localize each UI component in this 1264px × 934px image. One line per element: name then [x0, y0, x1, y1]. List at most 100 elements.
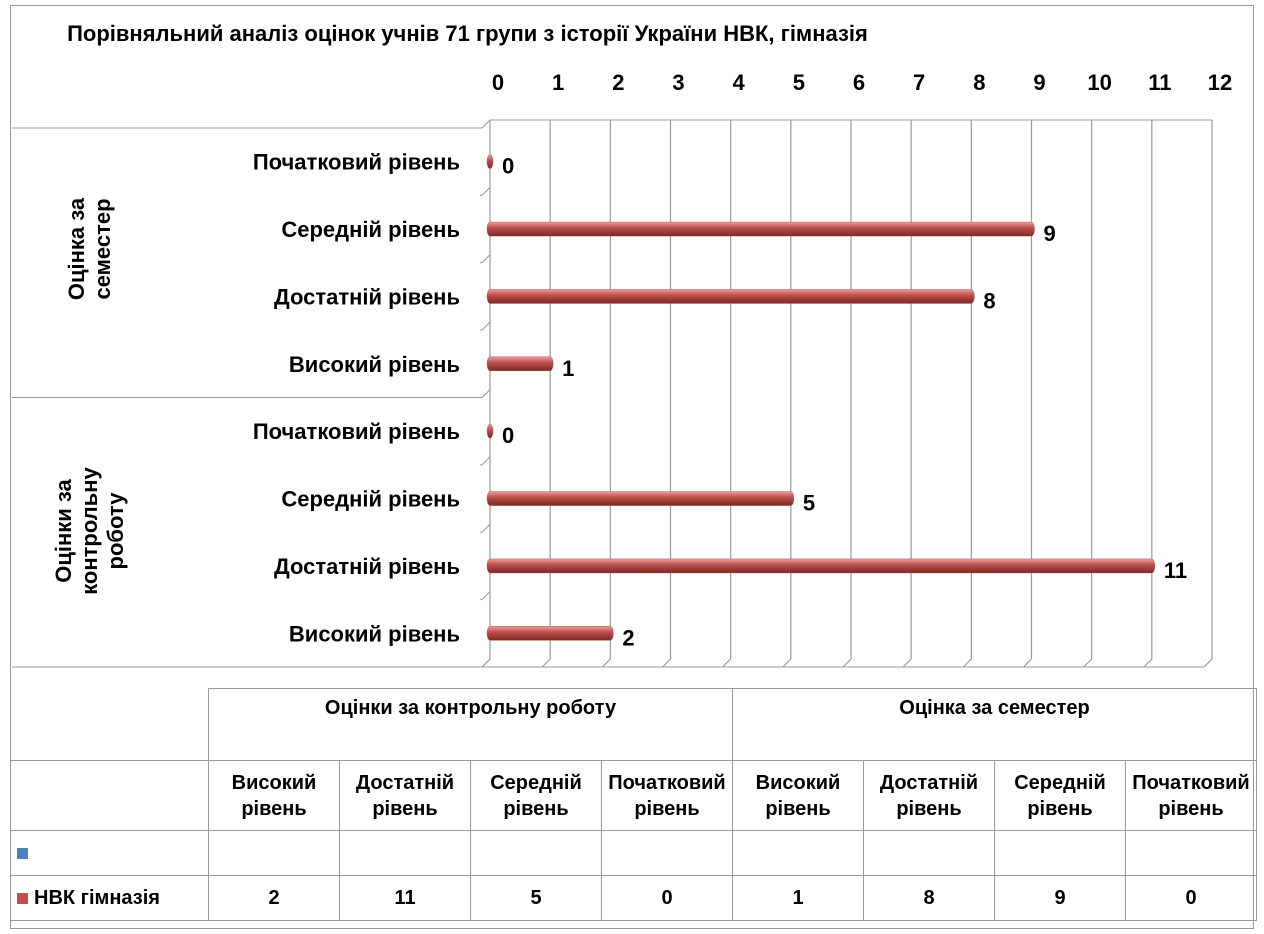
x-tick-label: 11: [1148, 70, 1171, 95]
data-label: 11: [1164, 558, 1187, 583]
table-value: 1: [732, 875, 864, 921]
table-value: 5: [470, 875, 602, 921]
table-value: [994, 830, 1126, 876]
category-header: Середній рівень: [994, 760, 1126, 831]
y-tick-label: Достатній рівень: [274, 554, 460, 579]
data-label: 0: [502, 423, 514, 448]
data-label: 0: [502, 154, 514, 179]
tick-mark: [541, 658, 551, 668]
x-tick-label: 6: [853, 70, 865, 95]
bar: [486, 289, 975, 304]
bar: [486, 423, 494, 439]
data-table: Оцінки за контрольну роботу Оцінка за сем…: [10, 688, 1257, 921]
category-header: Високий рівень: [732, 760, 864, 831]
x-tick-label: 10: [1087, 70, 1111, 95]
tick-mark: [1143, 658, 1153, 668]
category-divider: [481, 456, 491, 466]
category-header: Середній рівень: [470, 760, 602, 831]
bar: [486, 154, 494, 169]
table-value: [863, 830, 995, 876]
table-value: 8: [863, 875, 995, 921]
table-value: [601, 830, 733, 876]
tick-mark: [1023, 658, 1032, 668]
legend-cell: [10, 830, 209, 876]
group-header: Оцінки за контрольну роботу: [208, 688, 733, 761]
legend-cell: НВК гімназія: [10, 875, 209, 921]
x-tick-label: 9: [1033, 70, 1045, 95]
x-tick-label: 5: [793, 70, 805, 95]
bar: [486, 558, 1156, 574]
tick-mark: [902, 658, 912, 668]
tick-mark: [782, 658, 792, 668]
y-tick-label: Початковий рівень: [253, 150, 460, 175]
bar: [486, 356, 554, 372]
data-label: 8: [983, 288, 995, 313]
category-divider: [481, 658, 491, 668]
tick-mark: [962, 658, 972, 668]
group-header: Оцінка за семестер: [732, 688, 1257, 761]
table-value: [732, 830, 864, 876]
x-tick-label: 3: [672, 70, 684, 95]
table-value: 2: [208, 875, 340, 921]
table-row: Високий рівень Достатній рівень Середній р…: [10, 760, 1257, 831]
data-label: 5: [803, 491, 815, 516]
bar: [486, 221, 1035, 237]
table-value: 11: [339, 875, 471, 921]
category-divider: [481, 187, 491, 196]
table-cell: [10, 688, 209, 761]
tick-mark: [601, 658, 611, 668]
data-label: 9: [1044, 221, 1056, 246]
tick-mark: [1083, 658, 1093, 668]
data-label: 2: [622, 625, 634, 650]
category-divider: [481, 523, 491, 533]
bar: [486, 491, 795, 506]
y-tick-label: Достатній рівень: [274, 284, 460, 309]
table-row: Оцінки за контрольну роботу Оцінка за сем…: [10, 688, 1257, 761]
category-header: Початковий рівень: [1125, 760, 1257, 831]
table-value: [339, 830, 471, 876]
category-divider: [481, 389, 491, 398]
group-label: Оцінка за семестер: [64, 197, 115, 300]
x-tick-label: 8: [973, 70, 985, 95]
table-value: 0: [1125, 875, 1257, 921]
x-tick-label: 0: [492, 70, 504, 95]
bar: [486, 626, 614, 641]
tick-mark: [1203, 658, 1213, 668]
category-header: Початковий рівень: [601, 760, 733, 831]
x-tick-label: 1: [552, 70, 564, 95]
x-tick-label: 2: [612, 70, 624, 95]
tick-mark: [842, 658, 852, 668]
legend-label: НВК гімназія: [34, 887, 160, 909]
table-row: [10, 830, 1257, 876]
table-value: 0: [601, 875, 733, 921]
data-label: 1: [562, 356, 574, 381]
category-divider: [481, 119, 491, 129]
table-value: [208, 830, 340, 876]
y-tick-label: Високий рівень: [289, 352, 460, 377]
tick-mark: [722, 658, 732, 668]
x-tick-label: 7: [913, 70, 925, 95]
table-row: НВК гімназія 2 11 5 0 1 8 9 0: [10, 875, 1257, 921]
y-tick-label: Високий рівень: [289, 621, 460, 646]
category-divider: [481, 321, 491, 331]
y-tick-label: Середній рівень: [281, 217, 460, 242]
category-header: Достатній рівень: [339, 760, 471, 831]
category-divider: [481, 254, 491, 264]
category-header: Достатній рівень: [863, 760, 995, 831]
y-tick-label: Початковий рівень: [253, 419, 460, 444]
chart-frame: [10, 5, 1254, 929]
chart-title: Порівняльний аналіз оцінок учнів 71 груп…: [67, 21, 868, 46]
tick-mark: [662, 658, 671, 668]
table-cell: [10, 760, 209, 831]
table-value: 9: [994, 875, 1126, 921]
y-tick-label: Середній рівень: [281, 487, 460, 512]
x-tick-label: 4: [733, 70, 746, 95]
table-value: [470, 830, 602, 876]
category-divider: [481, 591, 491, 600]
x-tick-label: 12: [1208, 70, 1232, 95]
legend-key: [17, 848, 28, 860]
category-header: Високий рівень: [208, 760, 340, 831]
table-value: [1125, 830, 1257, 876]
